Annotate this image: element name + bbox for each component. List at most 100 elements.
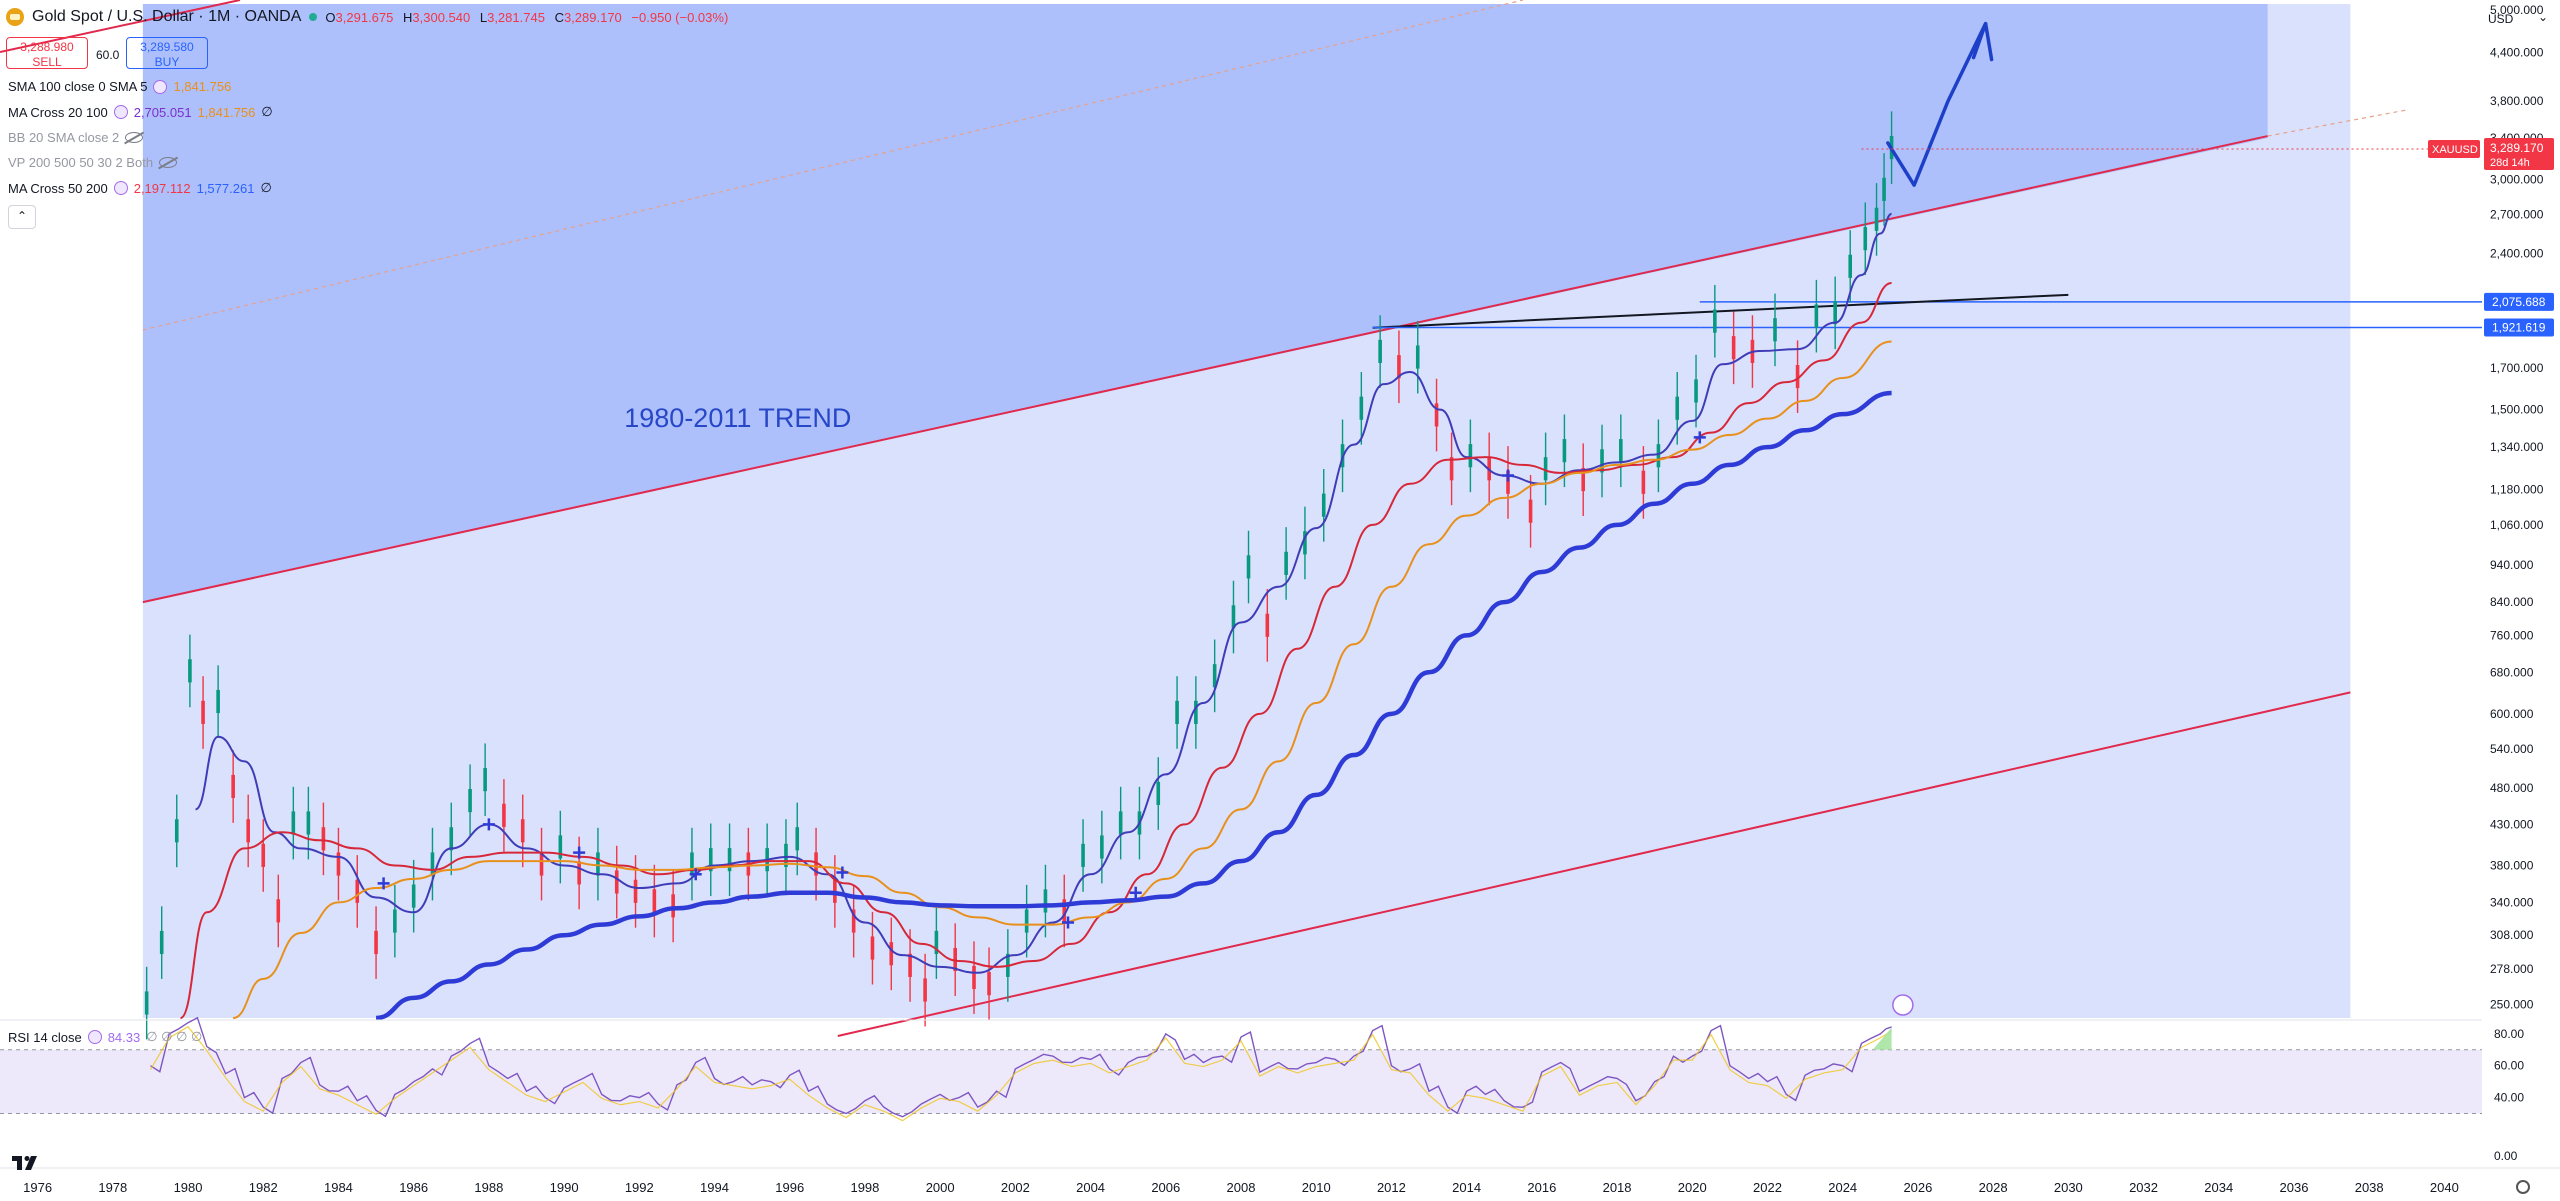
indicator-legend-row[interactable]: SMA 100 close 0 SMA 5 1,841.756 <box>8 79 231 94</box>
indicator-settings-icon[interactable] <box>87 1030 102 1044</box>
cross-marker <box>1502 469 1514 482</box>
price-candle-body <box>1863 227 1868 251</box>
indicator-suffix: ∅ <box>260 180 272 195</box>
trend-channel <box>0 0 2407 1037</box>
current-symbol-text: XAUUSD <box>2432 144 2478 156</box>
time-axis-label: 1992 <box>625 1180 654 1195</box>
spread-value: 60.0 <box>96 48 120 62</box>
price-candle-body <box>1694 379 1698 403</box>
indicator-value: 2,705.051 <box>133 104 192 120</box>
time-axis-label: 1996 <box>775 1180 804 1195</box>
price-candle-body <box>1415 345 1420 369</box>
currency-label[interactable]: USD <box>2488 12 2514 26</box>
price-candle-body <box>1062 899 1067 923</box>
chevron-up-icon: ⌃ <box>16 209 28 223</box>
change-value: −0.950 (−0.03%) <box>631 9 729 25</box>
buy-price: 3,289.580 <box>140 40 194 54</box>
rsi-axis-zero-label: 0.00 <box>2494 1149 2518 1163</box>
time-axis-label: 1986 <box>399 1180 428 1195</box>
price-candle-body <box>261 843 266 867</box>
rsi-line <box>150 1016 1892 1118</box>
rsi-axis-label: 80.00 <box>2494 1027 2524 1041</box>
price-candle-body <box>1043 889 1048 913</box>
price-candle-body <box>558 835 563 859</box>
price-candle-body <box>1118 811 1123 835</box>
market-status-icon <box>309 13 318 21</box>
tradingview-logo[interactable] <box>10 1152 40 1172</box>
price-axis-label: 3,800.000 <box>2490 94 2544 108</box>
indicator-value: 1,577.261 <box>196 180 255 196</box>
price-candle-body <box>1795 365 1800 389</box>
time-axis-label: 2014 <box>1452 1180 1481 1195</box>
time-axis-label: 2016 <box>1527 1180 1556 1195</box>
indicator-legend-row[interactable]: MA Cross 20 100 2,705.051 1,841.756 ∅ <box>8 104 273 120</box>
buy-button[interactable]: 3,289.580 BUY <box>126 37 208 69</box>
indicator-settings-icon[interactable] <box>153 79 168 94</box>
price-axis-background <box>2482 0 2560 1201</box>
time-axis-label: 2010 <box>1302 1180 1331 1195</box>
level-price-text: 2,075.688 <box>2492 295 2546 309</box>
high-value: 3,300.540 <box>412 9 471 25</box>
price-candle-body <box>411 884 416 908</box>
price-candle-body <box>784 843 788 867</box>
time-axis-label: 2024 <box>1828 1180 1857 1195</box>
chart-settings-icon[interactable] <box>2516 1180 2530 1194</box>
price-axis-label: 540.000 <box>2490 742 2534 756</box>
resistance-line <box>1372 293 2069 329</box>
rsi-value: 84.33 <box>107 1029 141 1045</box>
rsi-legend: RSI 14 close 84.33 ∅ ∅ ∅ ∅ <box>8 1029 202 1045</box>
price-axis-label: 308.000 <box>2490 928 2534 942</box>
sell-label: SELL <box>32 55 62 69</box>
symbol-title[interactable]: Gold Spot / U.S. Dollar · 1M · OANDA <box>32 8 302 25</box>
sell-button[interactable]: 3,288.980 SELL <box>6 37 88 69</box>
indicator-legend-row[interactable]: MA Cross 50 200 2,197.112 1,577.261 ∅ <box>8 180 272 196</box>
indicator-name: SMA 100 close 0 SMA 5 <box>8 79 148 94</box>
price-candle-body <box>291 811 296 835</box>
price-candle-body <box>1833 301 1837 325</box>
price-candle-body <box>1641 470 1646 494</box>
rsi-signal-line <box>149 1025 1892 1122</box>
price-candle-body <box>430 852 435 876</box>
price-axis-label: 1,500.000 <box>2490 403 2544 417</box>
level-price-tag <box>2484 318 2554 337</box>
cross-marker <box>836 866 849 879</box>
price-candle-body <box>870 936 875 960</box>
indicator-legend-row[interactable]: BB 20 SMA close 2 <box>8 130 144 145</box>
indicator-settings-icon[interactable] <box>113 181 128 195</box>
price-candle-body <box>1543 457 1548 481</box>
cross-marker <box>1129 886 1142 899</box>
series-line-ma-50 <box>179 281 1892 1019</box>
indicator-settings-icon[interactable] <box>113 105 128 119</box>
price-axis-label: 1,180.000 <box>2490 482 2544 496</box>
close-label: C <box>554 9 564 25</box>
collapse-legend-button[interactable]: ⌃ <box>8 205 36 229</box>
time-axis-label: 2036 <box>2280 1180 2309 1195</box>
channel-upper-extension <box>0 0 241 53</box>
indicator-name: BB 20 SMA close 2 <box>8 130 120 145</box>
price-axis-label: 340.000 <box>2490 895 2534 909</box>
price-candle-body <box>188 659 192 683</box>
channel-upper-line <box>142 135 2268 604</box>
price-candle-body <box>1397 355 1401 379</box>
forecast-arrow-line <box>1886 21 1988 187</box>
price-candle-body <box>1656 444 1661 468</box>
low-label: L <box>479 9 488 25</box>
level-price-text: 1,921.619 <box>2492 320 2546 334</box>
price-candle-body <box>1081 843 1085 867</box>
indicator-value: 1,841.756 <box>197 104 256 120</box>
price-candle-body <box>1449 457 1454 481</box>
price-candle-body <box>1246 555 1251 579</box>
hidden-eye-icon[interactable] <box>125 132 144 143</box>
rsi-overbought-fill <box>1872 1027 1892 1050</box>
price-axis-label: 600.000 <box>2490 707 2534 721</box>
price-candle-body <box>1675 396 1680 420</box>
price-candle-body <box>1156 781 1161 806</box>
price-axis-label: 2,400.000 <box>2490 247 2544 261</box>
cross-marker <box>482 818 495 831</box>
price-axis-label: 3,000.000 <box>2490 173 2544 187</box>
hidden-eye-icon[interactable] <box>159 157 178 168</box>
tradingview-logo-icon <box>12 1156 37 1170</box>
indicator-legend-row[interactable]: VP 200 500 50 30 2 Both <box>8 155 178 170</box>
chevron-down-icon[interactable]: ⌄ <box>2538 10 2549 24</box>
